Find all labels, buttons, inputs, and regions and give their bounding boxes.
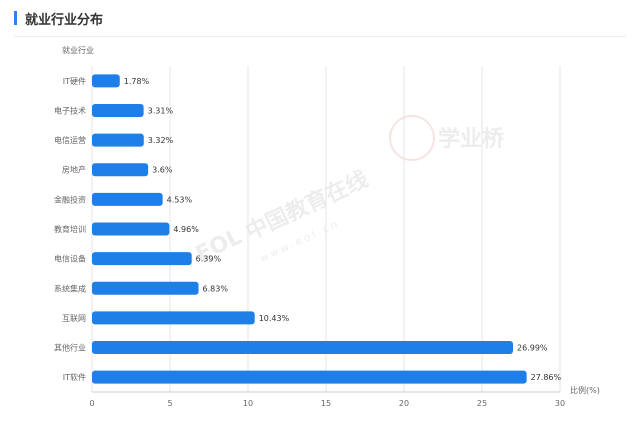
category-label-10: IT软件 xyxy=(63,372,86,382)
value-label-2: 3.32% xyxy=(148,136,174,145)
labels: 0 5 10 15 20 25 30 IT硬件 1.78% 电子技术 3.31% 电信运营 3.32% 房… xyxy=(54,45,600,408)
value-label-0: 1.78% xyxy=(124,77,150,86)
bar-8 xyxy=(92,311,255,325)
category-label-4: 金融投资 xyxy=(54,194,86,204)
category-label-9: 其他行业 xyxy=(54,343,86,353)
section-title: 就业行业分布 xyxy=(25,12,104,28)
value-label-9: 26.99% xyxy=(517,344,548,353)
category-label-2: 电信运营 xyxy=(54,135,86,145)
x-tick-label-15: 15 xyxy=(321,399,331,408)
bar-5 xyxy=(92,222,170,236)
bar-10 xyxy=(92,370,527,384)
x-tick-label-30: 30 xyxy=(555,399,565,408)
category-label-8: 互联网 xyxy=(62,314,86,323)
x-tick-label-5: 5 xyxy=(167,399,172,408)
value-label-4: 4.53% xyxy=(167,195,193,204)
x-tick-label-0: 0 xyxy=(89,399,94,408)
section-header: 就业行业分布 xyxy=(14,9,104,28)
value-label-6: 6.39% xyxy=(196,255,222,264)
bar-3 xyxy=(92,163,149,177)
y-axis-title: 就业行业 xyxy=(62,45,94,55)
bar-7 xyxy=(92,281,199,295)
header-divider xyxy=(14,36,626,37)
category-label-1: 电子技术 xyxy=(54,105,86,115)
bars xyxy=(92,74,527,384)
bar-9 xyxy=(92,341,514,355)
bar-4 xyxy=(92,192,163,206)
x-tick-label-20: 20 xyxy=(399,399,409,408)
value-label-7: 6.83% xyxy=(203,284,229,293)
bar-1 xyxy=(92,103,144,117)
bar-2 xyxy=(92,133,144,147)
x-tick-label-25: 25 xyxy=(477,399,487,408)
category-label-5: 教育培训 xyxy=(54,224,86,234)
value-label-8: 10.43% xyxy=(259,314,290,323)
watermark-badge-text: 学业桥 xyxy=(438,126,504,152)
value-label-3: 3.6% xyxy=(152,166,173,175)
category-label-0: IT硬件 xyxy=(63,76,86,86)
value-label-5: 4.96% xyxy=(173,225,199,234)
bar-6 xyxy=(92,252,192,266)
category-label-3: 房地产 xyxy=(62,165,86,175)
title-accent-bar xyxy=(14,11,17,25)
category-label-7: 系统集成 xyxy=(54,283,86,293)
bar-0 xyxy=(92,74,120,88)
category-label-6: 电信设备 xyxy=(54,254,86,264)
x-axis-title: 比例(%) xyxy=(570,385,600,395)
watermark-badge-icon xyxy=(389,115,435,161)
value-label-1: 3.31% xyxy=(148,106,174,115)
grid-lines xyxy=(91,66,561,393)
value-label-10: 27.86% xyxy=(531,373,562,382)
x-tick-label-10: 10 xyxy=(243,399,253,408)
